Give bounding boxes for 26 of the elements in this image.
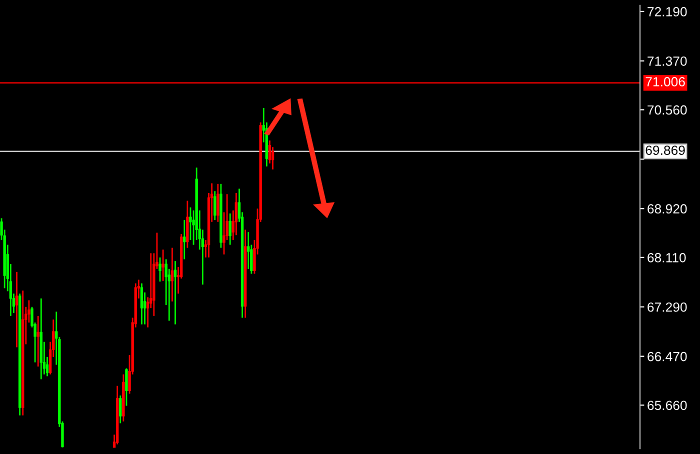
- y-tick-label: 67.290: [648, 302, 687, 312]
- y-tick-label: 65.660: [648, 400, 687, 410]
- candlestick: [214, 190, 216, 221]
- candlestick: [216, 183, 220, 223]
- candlestick: [162, 248, 164, 282]
- candlestick: [125, 368, 128, 406]
- y-tick-label: 68.110: [648, 253, 686, 262]
- ref-line-label: 69.869: [646, 146, 685, 155]
- y-tick-label: 70.560: [648, 105, 687, 115]
- y-tick-label: 66.470: [648, 352, 687, 362]
- y-tick-label: 68.920: [648, 204, 687, 214]
- candlestick: [158, 256, 162, 282]
- candlestick: [183, 219, 186, 260]
- candlestick: [174, 260, 177, 326]
- y-tick-label: 72.190: [648, 7, 687, 16]
- candlestick: [15, 271, 18, 348]
- candlestick: [140, 282, 144, 326]
- candlestick: [228, 212, 232, 246]
- candlestick: [247, 231, 250, 270]
- candlestick: [189, 206, 192, 241]
- candlestick: [234, 192, 238, 236]
- candlestick: [170, 247, 174, 302]
- candlestick: [119, 394, 122, 424]
- candlestick: [36, 315, 40, 368]
- ref-line-label: 71.006: [646, 77, 685, 86]
- y-tick-label: 71.370: [648, 56, 687, 66]
